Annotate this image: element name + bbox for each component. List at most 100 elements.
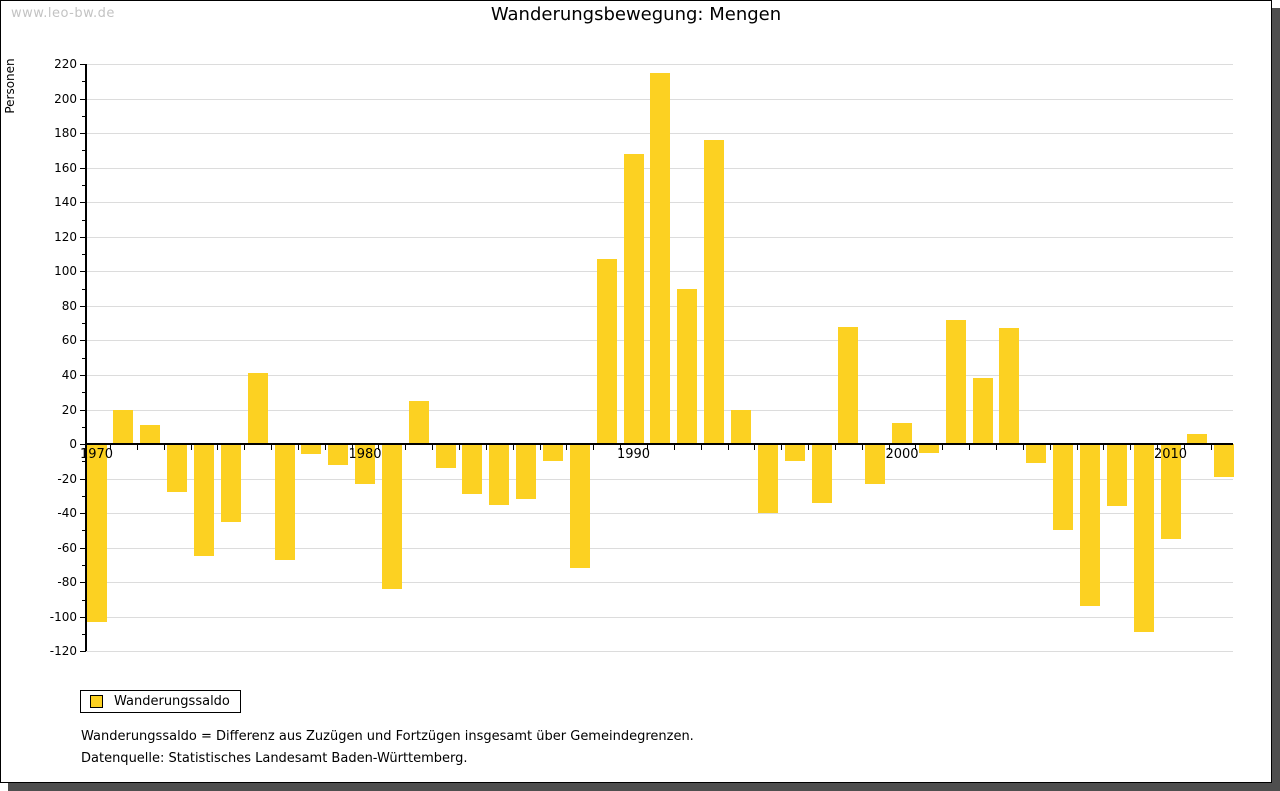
bar-2012 bbox=[1214, 444, 1235, 477]
y-tick-170 bbox=[82, 150, 86, 152]
x-tick bbox=[620, 445, 622, 450]
legend-swatch-icon bbox=[90, 695, 103, 708]
bar-2011 bbox=[1187, 433, 1208, 444]
x-tick bbox=[1076, 445, 1078, 450]
gridline--40 bbox=[86, 513, 1233, 515]
bar-1993 bbox=[704, 140, 725, 444]
y-tick-label-180: 180 bbox=[54, 126, 77, 141]
bar-2004 bbox=[999, 328, 1020, 444]
bar-1986 bbox=[516, 444, 537, 500]
y-tick-0 bbox=[80, 444, 86, 445]
bar-1970 bbox=[86, 444, 107, 622]
x-tick bbox=[915, 445, 917, 450]
legend-label: Wanderungssaldo bbox=[114, 694, 230, 709]
y-tick-140 bbox=[80, 202, 86, 204]
y-tick-label-60: 60 bbox=[61, 333, 77, 348]
bar-2002 bbox=[945, 319, 966, 444]
y-tick-10 bbox=[82, 426, 86, 428]
y-tick--40 bbox=[80, 513, 86, 515]
y-tick--50 bbox=[82, 530, 86, 532]
x-tick bbox=[1130, 445, 1132, 450]
x-tick bbox=[405, 445, 407, 450]
plot-area: -120 -100 -80 -60 -40 -20 0 20 40 60 80 100 120 140 16… bbox=[1, 1, 1271, 782]
y-tick-70 bbox=[82, 323, 86, 325]
bar-1976 bbox=[247, 373, 268, 444]
bar-1988 bbox=[569, 444, 590, 569]
watermark: www.leo-bw.de bbox=[11, 6, 115, 21]
bar-2010 bbox=[1160, 444, 1181, 539]
x-tick bbox=[1157, 445, 1159, 450]
x-tick bbox=[1049, 445, 1051, 450]
y-tick-180 bbox=[80, 133, 86, 135]
bar-1983 bbox=[435, 444, 456, 469]
y-tick-80 bbox=[80, 305, 86, 307]
x-tick bbox=[727, 445, 729, 450]
bar-1987 bbox=[543, 444, 563, 462]
bar-1981 bbox=[381, 444, 402, 590]
x-tick bbox=[136, 445, 138, 450]
x-tick bbox=[888, 445, 890, 450]
bar-1982 bbox=[408, 400, 429, 444]
bar-1974 bbox=[193, 444, 214, 557]
bar-1990 bbox=[623, 153, 644, 444]
y-tick--70 bbox=[82, 564, 86, 566]
x-tick-label-2000: 2000 bbox=[885, 447, 919, 462]
x-tick-label-1970: 1970 bbox=[79, 447, 114, 462]
x-axis-line bbox=[86, 443, 1233, 445]
gridline-220 bbox=[86, 64, 1233, 65]
y-tick-110 bbox=[82, 254, 86, 255]
gridline--60 bbox=[86, 547, 1233, 549]
x-tick bbox=[163, 445, 165, 450]
y-tick--110 bbox=[82, 634, 86, 635]
y-tick-label--100: -100 bbox=[49, 609, 77, 624]
y-tick--80 bbox=[80, 582, 86, 584]
bar-2009 bbox=[1133, 444, 1154, 633]
y-tick-100 bbox=[80, 271, 86, 273]
bar-1973 bbox=[167, 444, 188, 493]
x-tick-label-1980: 1980 bbox=[348, 447, 382, 462]
x-tick bbox=[996, 445, 997, 450]
bar-1999 bbox=[865, 444, 886, 484]
bar-1992 bbox=[677, 288, 698, 444]
bar-1979 bbox=[328, 444, 349, 465]
y-tick-160 bbox=[80, 167, 86, 169]
x-tick bbox=[432, 445, 434, 450]
bar-1972 bbox=[140, 425, 161, 444]
bar-1996 bbox=[784, 444, 805, 462]
bar-1997 bbox=[811, 444, 832, 503]
y-tick-label-220: 220 bbox=[54, 57, 77, 71]
x-tick bbox=[834, 445, 836, 450]
y-tick-20 bbox=[80, 409, 86, 411]
y-tick--90 bbox=[82, 599, 86, 601]
y-tick-120 bbox=[80, 236, 86, 238]
x-tick bbox=[781, 445, 783, 450]
gridline--100 bbox=[86, 616, 1233, 618]
y-tick-label-100: 100 bbox=[54, 264, 77, 279]
y-tick-label--60: -60 bbox=[57, 540, 77, 555]
bar-2005 bbox=[1026, 444, 1047, 463]
x-tick bbox=[324, 445, 326, 450]
x-tick-label-1990: 1990 bbox=[616, 447, 651, 462]
legend: Wanderungssaldo bbox=[80, 690, 241, 713]
y-tick--60 bbox=[80, 547, 86, 549]
footnote-source: Datenquelle: Statistisches Landesamt Bad… bbox=[81, 751, 468, 766]
x-tick bbox=[485, 445, 487, 450]
x-tick bbox=[244, 445, 246, 450]
y-tick-label--20: -20 bbox=[57, 471, 77, 486]
y-tick-label-20: 20 bbox=[61, 402, 77, 417]
y-tick-label--120: -120 bbox=[49, 644, 77, 659]
x-tick bbox=[646, 445, 648, 450]
y-tick-50 bbox=[82, 357, 86, 359]
x-tick bbox=[459, 445, 460, 450]
x-tick bbox=[969, 445, 971, 450]
x-tick bbox=[566, 445, 568, 450]
y-tick-200 bbox=[80, 98, 86, 100]
y-tick-60 bbox=[80, 340, 86, 342]
y-tick-label-40: 40 bbox=[61, 367, 77, 382]
y-tick-190 bbox=[82, 115, 86, 117]
x-tick bbox=[861, 445, 863, 450]
bar-1975 bbox=[220, 444, 241, 522]
y-tick-90 bbox=[82, 288, 86, 290]
x-tick bbox=[190, 445, 192, 450]
